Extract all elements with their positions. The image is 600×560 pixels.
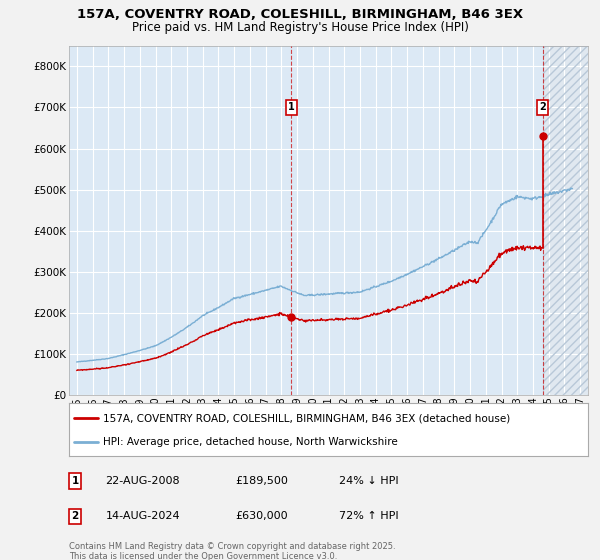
- Text: 22-AUG-2008: 22-AUG-2008: [106, 476, 180, 486]
- Text: 1: 1: [288, 102, 295, 113]
- Text: 72% ↑ HPI: 72% ↑ HPI: [339, 511, 398, 521]
- Text: 14-AUG-2024: 14-AUG-2024: [106, 511, 180, 521]
- Text: 24% ↓ HPI: 24% ↓ HPI: [339, 476, 398, 486]
- Text: 1: 1: [71, 476, 79, 486]
- Bar: [542, 46, 588, 395]
- Text: Contains HM Land Registry data © Crown copyright and database right 2025.
This d: Contains HM Land Registry data © Crown c…: [69, 542, 395, 560]
- Text: £630,000: £630,000: [235, 511, 288, 521]
- Text: £189,500: £189,500: [235, 476, 288, 486]
- Text: 157A, COVENTRY ROAD, COLESHILL, BIRMINGHAM, B46 3EX (detached house): 157A, COVENTRY ROAD, COLESHILL, BIRMINGH…: [103, 413, 510, 423]
- Text: HPI: Average price, detached house, North Warwickshire: HPI: Average price, detached house, Nort…: [103, 436, 397, 446]
- Text: 2: 2: [71, 511, 79, 521]
- Bar: [542, 46, 588, 395]
- Text: 157A, COVENTRY ROAD, COLESHILL, BIRMINGHAM, B46 3EX: 157A, COVENTRY ROAD, COLESHILL, BIRMINGH…: [77, 8, 523, 21]
- Text: 2: 2: [539, 102, 546, 113]
- Text: Price paid vs. HM Land Registry's House Price Index (HPI): Price paid vs. HM Land Registry's House …: [131, 21, 469, 34]
